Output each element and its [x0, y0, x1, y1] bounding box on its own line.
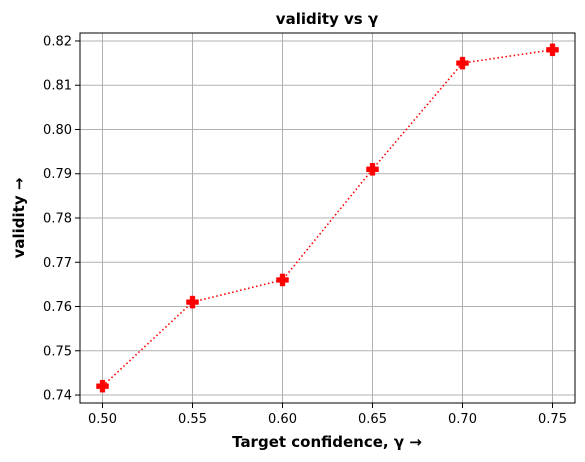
x-tick-label: 0.65	[358, 412, 387, 427]
series-line-path	[101, 49, 553, 387]
data-point	[96, 379, 109, 393]
grid	[80, 33, 575, 403]
data-point	[456, 56, 469, 70]
chart-title: validity vs γ	[276, 10, 378, 28]
x-tick-label: 0.75	[538, 412, 567, 427]
y-tick-label: 0.75	[43, 344, 72, 359]
x-tick-label: 0.60	[268, 412, 297, 427]
y-tick-label: 0.77	[43, 256, 72, 271]
y-axis-label: validity →	[10, 178, 28, 259]
data-point	[276, 273, 289, 287]
y-tick-label: 0.80	[43, 123, 72, 138]
x-ticks: 0.50 0.55 0.60 0.65 0.70 0.75	[88, 403, 567, 427]
y-tick-label: 0.82	[43, 34, 72, 49]
x-tick-label: 0.50	[88, 412, 117, 427]
x-tick-label: 0.55	[178, 412, 207, 427]
y-tick-label: 0.79	[43, 167, 72, 182]
data-point	[546, 43, 559, 57]
y-tick-label: 0.76	[43, 300, 72, 315]
y-ticks: 0.74 0.75 0.76 0.77 0.78 0.79 0.80 0.81 0.82	[43, 34, 80, 404]
x-tick-label: 0.70	[448, 412, 477, 427]
x-axis-label: Target confidence, γ →	[232, 433, 422, 451]
y-tick-label: 0.81	[43, 79, 72, 94]
data-point	[366, 163, 379, 176]
y-tick-label: 0.78	[43, 212, 72, 227]
data-point	[186, 295, 199, 309]
y-tick-label: 0.74	[43, 389, 72, 404]
series-line	[96, 43, 559, 393]
